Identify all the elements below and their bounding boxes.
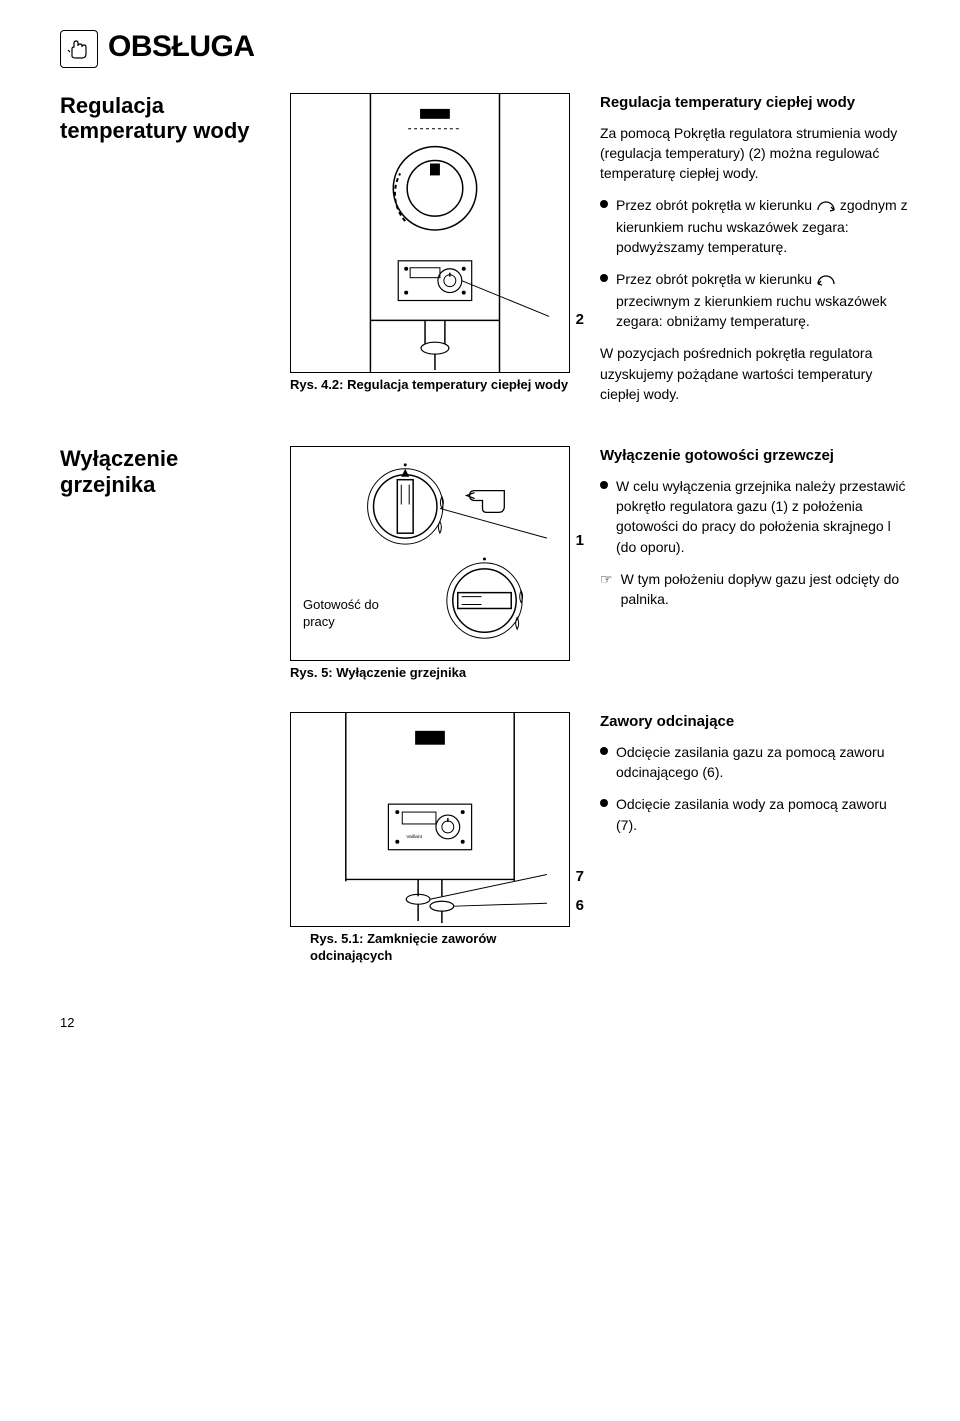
figure-caption: Rys. 5: Wyłączenie grzejnika [290,665,570,682]
bullet-item: Odcięcie zasilania gazu za pomocą zaworu… [600,742,910,783]
bullet-text-part: Przez obrót pokrętła w kierunku [616,197,812,213]
figure-5-1: Vaillant 7 6 [290,712,570,927]
section-heading: Regulacja temperatury wody [60,93,260,144]
figure-caption: Rys. 5.1: Zamknięcie zaworów odcinającyc… [290,931,570,965]
note-text: W tym położeniu dopływ gazu jest odcięty… [621,569,910,610]
svg-text:Vaillant: Vaillant [406,834,422,840]
section-heading: Wyłączenie grzejnika [60,446,260,497]
bullet-text: Odcięcie zasilania wody za pomocą zaworu… [616,794,910,835]
section-temperature: Regulacja temperatury wody [60,93,910,416]
figure-4-2: 2 [290,93,570,373]
bullet-text-part: Przez obrót pokrętła w kierunku [616,271,812,287]
note-item: ☞ W tym położeniu dopływ gazu jest odcię… [600,569,910,610]
right-heading: Zawory odcinające [600,712,910,732]
bullet-item: W celu wyłączenia grzejnika należy przes… [600,476,910,557]
bullet-text: Odcięcie zasilania gazu za pomocą zaworu… [616,742,910,783]
section-valves: Vaillant 7 6 Rys. 5.1: Zamknięc [60,712,910,965]
page-title: OBSŁUGA [108,30,255,64]
bullet-icon [600,200,608,208]
bullet-text-part: przeciwnym z kierunkiem ruchu wskazówek … [616,293,887,329]
intro-para: Za pomocą Pokrętła regulatora strumienia… [600,123,910,184]
bullet-item: Przez obrót pokrętła w kierunku zgodnym … [600,195,910,257]
callout-label: 2 [576,311,584,328]
page-number: 12 [60,1015,910,1030]
callout-label: 1 [576,532,584,549]
right-heading: Wyłączenie gotowości grzewczej [600,446,910,466]
right-heading: Regulacja temperatury ciepłej wody [600,93,910,113]
bullet-icon [600,274,608,282]
figure-5: Gotowość do pracy 1 [290,446,570,661]
bullet-icon [600,481,608,489]
para: W pozycjach pośrednich pokrętła regulato… [600,343,910,404]
bullet-icon [600,747,608,755]
bullet-item: Przez obrót pokrętła w kierunku przeciwn… [600,269,910,331]
bullet-item: Odcięcie zasilania wody za pomocą zaworu… [600,794,910,835]
bullet-icon [600,799,608,807]
hand-pointer-icon: ☞ [600,569,613,610]
page-header: OBSŁUGA [60,30,910,68]
hand-frame-icon [60,30,98,68]
callout-label: 7 [576,868,584,885]
bullet-text: W celu wyłączenia grzejnika należy przes… [616,476,910,557]
arrow-cw-icon [816,197,836,217]
figure-caption: Rys. 4.2: Regulacja temperatury ciepłej … [290,377,570,394]
arrow-ccw-icon [816,271,836,291]
section-shutdown: Wyłączenie grzejnika [60,446,910,682]
figure-label: Gotowość do pracy [303,597,403,631]
callout-label: 6 [576,897,584,914]
